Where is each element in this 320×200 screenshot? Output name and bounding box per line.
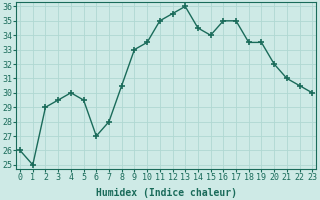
X-axis label: Humidex (Indice chaleur): Humidex (Indice chaleur) — [96, 188, 237, 198]
